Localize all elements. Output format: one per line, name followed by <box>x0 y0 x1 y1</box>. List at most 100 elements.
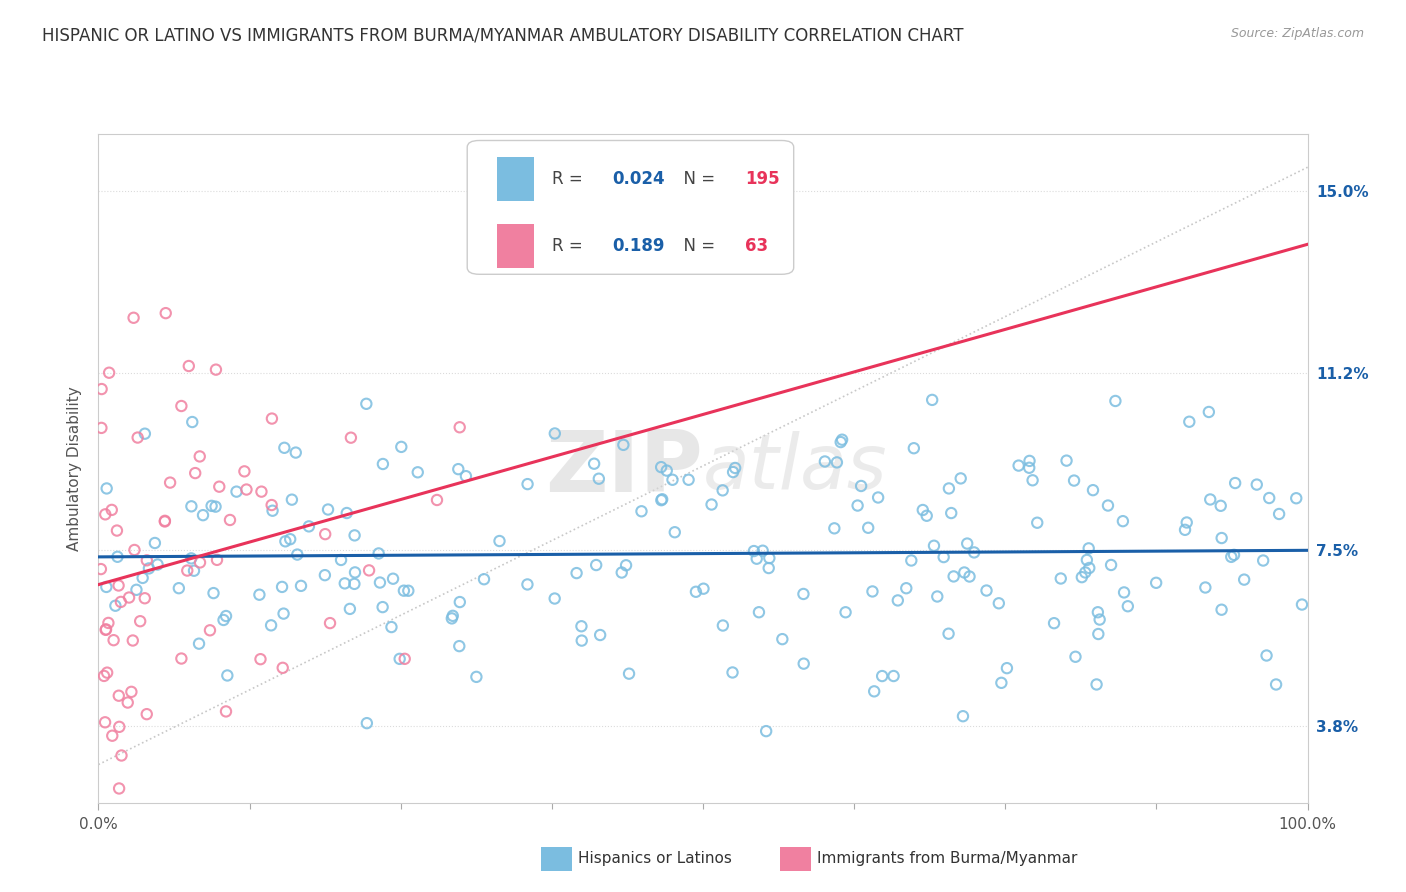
Point <box>108 781 131 796</box>
Point <box>212 613 235 627</box>
Point <box>742 544 765 558</box>
Point <box>356 716 378 731</box>
Point <box>949 471 972 485</box>
Point <box>903 441 925 455</box>
Point <box>392 583 415 598</box>
Point <box>544 591 567 606</box>
Point <box>121 633 143 648</box>
Text: 195: 195 <box>745 169 780 187</box>
Point <box>146 558 169 572</box>
Point <box>1085 677 1108 691</box>
Point <box>125 582 148 597</box>
Text: Immigrants from Burma/Myanmar: Immigrants from Burma/Myanmar <box>817 852 1077 866</box>
Point <box>454 469 477 483</box>
Point <box>1097 499 1119 513</box>
Point <box>202 586 225 600</box>
Point <box>176 564 198 578</box>
Point <box>127 431 149 445</box>
Point <box>314 527 336 541</box>
Point <box>357 563 380 577</box>
Text: 63: 63 <box>745 236 769 254</box>
Point <box>1043 616 1066 631</box>
Point <box>846 499 869 513</box>
Point <box>153 514 176 528</box>
Point <box>1116 599 1139 614</box>
Point <box>122 310 145 325</box>
Point <box>748 605 770 619</box>
Point <box>298 519 321 533</box>
Point <box>745 551 768 566</box>
Point <box>449 639 471 653</box>
Point <box>260 618 283 632</box>
Point <box>217 668 239 682</box>
Point <box>770 632 793 647</box>
Point <box>678 473 700 487</box>
Point <box>856 521 879 535</box>
Point <box>1087 627 1109 641</box>
Point <box>1087 605 1109 619</box>
Point <box>183 564 205 578</box>
Point <box>356 397 378 411</box>
Point <box>1258 491 1281 505</box>
Point <box>440 611 463 625</box>
Point <box>138 561 160 575</box>
Point <box>273 607 295 621</box>
Point <box>724 461 747 475</box>
Point <box>340 431 363 445</box>
Point <box>995 661 1018 675</box>
Point <box>97 615 120 630</box>
Point <box>441 608 464 623</box>
Point <box>260 498 283 512</box>
Point <box>198 624 221 638</box>
Point <box>1256 648 1278 663</box>
Point <box>188 637 211 651</box>
Point <box>488 534 510 549</box>
Point <box>565 566 588 580</box>
Point <box>1178 415 1201 429</box>
Point <box>180 551 202 566</box>
Text: HISPANIC OR LATINO VS IMMIGRANTS FROM BURMA/MYANMAR AMBULATORY DISABILITY CORREL: HISPANIC OR LATINO VS IMMIGRANTS FROM BU… <box>42 27 963 45</box>
Point <box>104 599 127 613</box>
Point <box>449 595 471 609</box>
Point <box>1265 677 1288 691</box>
Point <box>103 633 125 648</box>
Bar <box>498 224 534 268</box>
Point <box>1056 453 1078 467</box>
Point <box>792 587 814 601</box>
Point <box>614 558 637 573</box>
Point <box>941 506 963 520</box>
Point <box>343 528 366 542</box>
Point <box>260 411 283 425</box>
Point <box>544 426 567 441</box>
Point <box>184 466 207 480</box>
Point <box>262 504 284 518</box>
Point <box>465 670 488 684</box>
Point <box>863 684 886 698</box>
Point <box>1174 523 1197 537</box>
Point <box>1112 514 1135 528</box>
Point <box>1099 558 1122 572</box>
Text: R =: R = <box>553 236 588 254</box>
Point <box>336 506 359 520</box>
Point <box>205 553 228 567</box>
FancyBboxPatch shape <box>467 141 793 275</box>
Point <box>868 491 890 505</box>
Point <box>181 415 204 429</box>
Point <box>1211 603 1233 617</box>
Point <box>118 591 141 605</box>
Point <box>233 464 256 478</box>
Point <box>1104 394 1126 409</box>
Point <box>650 493 672 508</box>
Point <box>963 545 986 559</box>
Point <box>180 500 202 514</box>
Point <box>516 477 538 491</box>
Point <box>1021 473 1043 487</box>
Point <box>1220 549 1243 564</box>
Point <box>188 556 211 570</box>
Point <box>177 359 200 373</box>
Text: 0.189: 0.189 <box>613 236 665 254</box>
Point <box>388 652 411 666</box>
Point <box>922 539 945 553</box>
Point <box>612 438 634 452</box>
Point <box>1198 405 1220 419</box>
